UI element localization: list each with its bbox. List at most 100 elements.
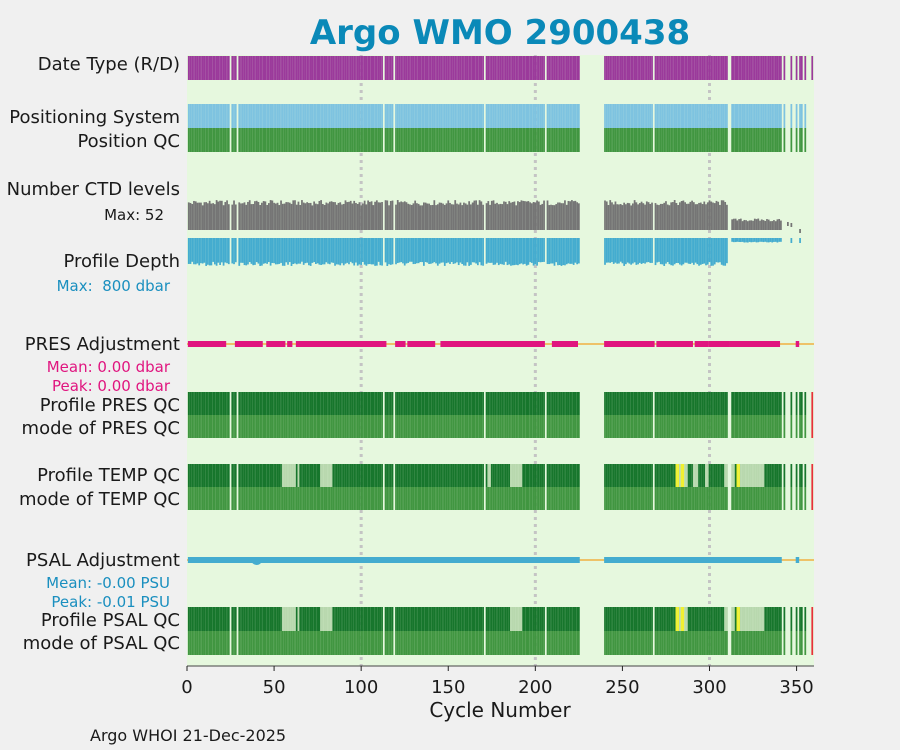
pres-adjustment-segment: [656, 341, 693, 347]
ctd-level-bar: [468, 201, 471, 230]
mode-temp-qc-bar: [212, 487, 214, 510]
data-type-bar: [290, 56, 293, 80]
position-qc-bar: [356, 128, 359, 152]
profile-temp-qc-bar: [259, 464, 262, 487]
profile-temp-qc-bar: [496, 464, 498, 487]
profile-temp-qc-bar: [567, 464, 570, 487]
ctd-level-bar: [645, 201, 648, 230]
position-qc-bar: [532, 128, 535, 152]
mode-pres-qc-bar: [631, 415, 634, 438]
profile-pres-qc-bar: [311, 392, 314, 415]
profile-pres-qc-bar: [569, 392, 572, 415]
profile-temp-qc-bar: [504, 464, 507, 487]
data-type-bar: [407, 56, 410, 80]
positioning-bar: [445, 104, 448, 128]
profile-depth-bar: [682, 238, 685, 265]
mode-psal-qc-bar: [362, 631, 364, 655]
profile-depth-bar: [530, 238, 533, 263]
profile-psal-qc-bar: [264, 607, 267, 631]
mode-pres-qc-bar: [233, 415, 235, 438]
profile-temp-qc-bar: [456, 464, 458, 487]
profile-psal-qc-bar: [508, 607, 511, 631]
ctd-level-bar: [309, 202, 312, 230]
mode-temp-qc-bar: [767, 487, 770, 510]
data-type-bar: [614, 56, 617, 80]
profile-depth-bar: [475, 238, 477, 264]
mode-temp-qc-bar: [771, 487, 774, 510]
ctd-level-bar: [248, 200, 251, 230]
mode-pres-qc-bar: [431, 415, 434, 438]
profile-psal-qc-bar: [349, 607, 352, 631]
mode-pres-qc-bar: [276, 415, 279, 438]
profile-depth-bar: [767, 238, 770, 243]
ctd-level-bar: [471, 202, 474, 230]
profile-depth-bar: [424, 238, 427, 262]
profile-temp-qc-bar: [480, 464, 483, 487]
mode-psal-qc-bar: [811, 631, 814, 655]
mode-temp-qc-bar: [642, 487, 645, 510]
profile-depth-bar: [619, 238, 622, 262]
positioning-bar: [227, 104, 230, 128]
mode-temp-qc-bar: [349, 487, 352, 510]
mode-pres-qc-bar: [517, 415, 519, 438]
positioning-bar: [684, 104, 686, 128]
data-type-bar: [356, 56, 359, 80]
ctd-level-bar: [375, 200, 378, 230]
data-type-bar: [316, 56, 319, 80]
mode-temp-qc-bar: [370, 487, 373, 510]
profile-temp-qc-bar: [553, 464, 556, 487]
profile-psal-qc-bar: [436, 607, 439, 631]
ctd-level-bar: [389, 200, 392, 230]
mode-temp-qc-bar: [553, 487, 556, 510]
mode-psal-qc-bar: [497, 631, 500, 655]
ctd-level-bar: [464, 203, 467, 230]
profile-depth-bar: [680, 238, 683, 266]
data-type-bar: [706, 56, 709, 80]
profile-temp-qc-bar: [753, 464, 756, 487]
profile-pres-qc-bar: [386, 392, 389, 415]
mode-temp-qc-bar: [518, 487, 521, 510]
position-qc-bar: [287, 128, 289, 152]
mode-temp-qc-bar: [614, 487, 617, 510]
mode-temp-qc-bar: [315, 487, 317, 510]
profile-depth-bar: [417, 238, 420, 264]
profile-pres-qc-bar: [370, 392, 373, 415]
ctd-level-bar: [412, 203, 415, 230]
mode-temp-qc-bar: [445, 487, 448, 510]
data-type-bar: [292, 56, 295, 80]
positioning-bar: [656, 104, 659, 128]
profile-temp-qc-bar: [691, 464, 693, 487]
mode-pres-qc-bar: [299, 415, 302, 438]
positioning-bar: [626, 104, 629, 128]
profile-pres-qc-bar: [346, 392, 349, 415]
mode-psal-qc-bar: [337, 631, 340, 655]
position-qc-bar: [299, 128, 302, 152]
profile-pres-qc-bar: [422, 392, 425, 415]
profile-psal-qc-bar: [658, 607, 660, 631]
mode-temp-qc-bar: [534, 487, 537, 510]
mode-temp-qc-bar: [616, 487, 619, 510]
position-qc-bar: [342, 128, 345, 152]
profile-temp-qc-bar: [452, 464, 455, 487]
mode-pres-qc-bar: [377, 415, 380, 438]
mode-temp-qc-bar: [405, 487, 408, 510]
ctd-level-bar: [668, 205, 671, 230]
mode-psal-qc-bar: [783, 631, 786, 655]
mode-pres-qc-bar: [187, 415, 190, 438]
position-qc-bar: [187, 128, 190, 152]
profile-pres-qc-bar: [381, 392, 383, 415]
mode-psal-qc-bar: [208, 631, 211, 655]
mode-temp-qc-bar: [503, 487, 505, 510]
profile-depth-bar: [355, 238, 357, 263]
position-qc-bar: [476, 128, 479, 152]
profile-depth-bar: [497, 238, 500, 266]
mode-pres-qc-bar: [480, 415, 483, 438]
positioning-bar: [734, 104, 737, 128]
profile-psal-qc-bar: [715, 607, 718, 631]
profile-pres-qc-bar: [389, 392, 392, 415]
mode-pres-qc-bar: [684, 415, 686, 438]
data-type-bar: [649, 56, 652, 80]
data-type-bar: [414, 56, 417, 80]
mode-temp-qc-bar: [619, 487, 622, 510]
position-qc-bar: [790, 128, 793, 152]
